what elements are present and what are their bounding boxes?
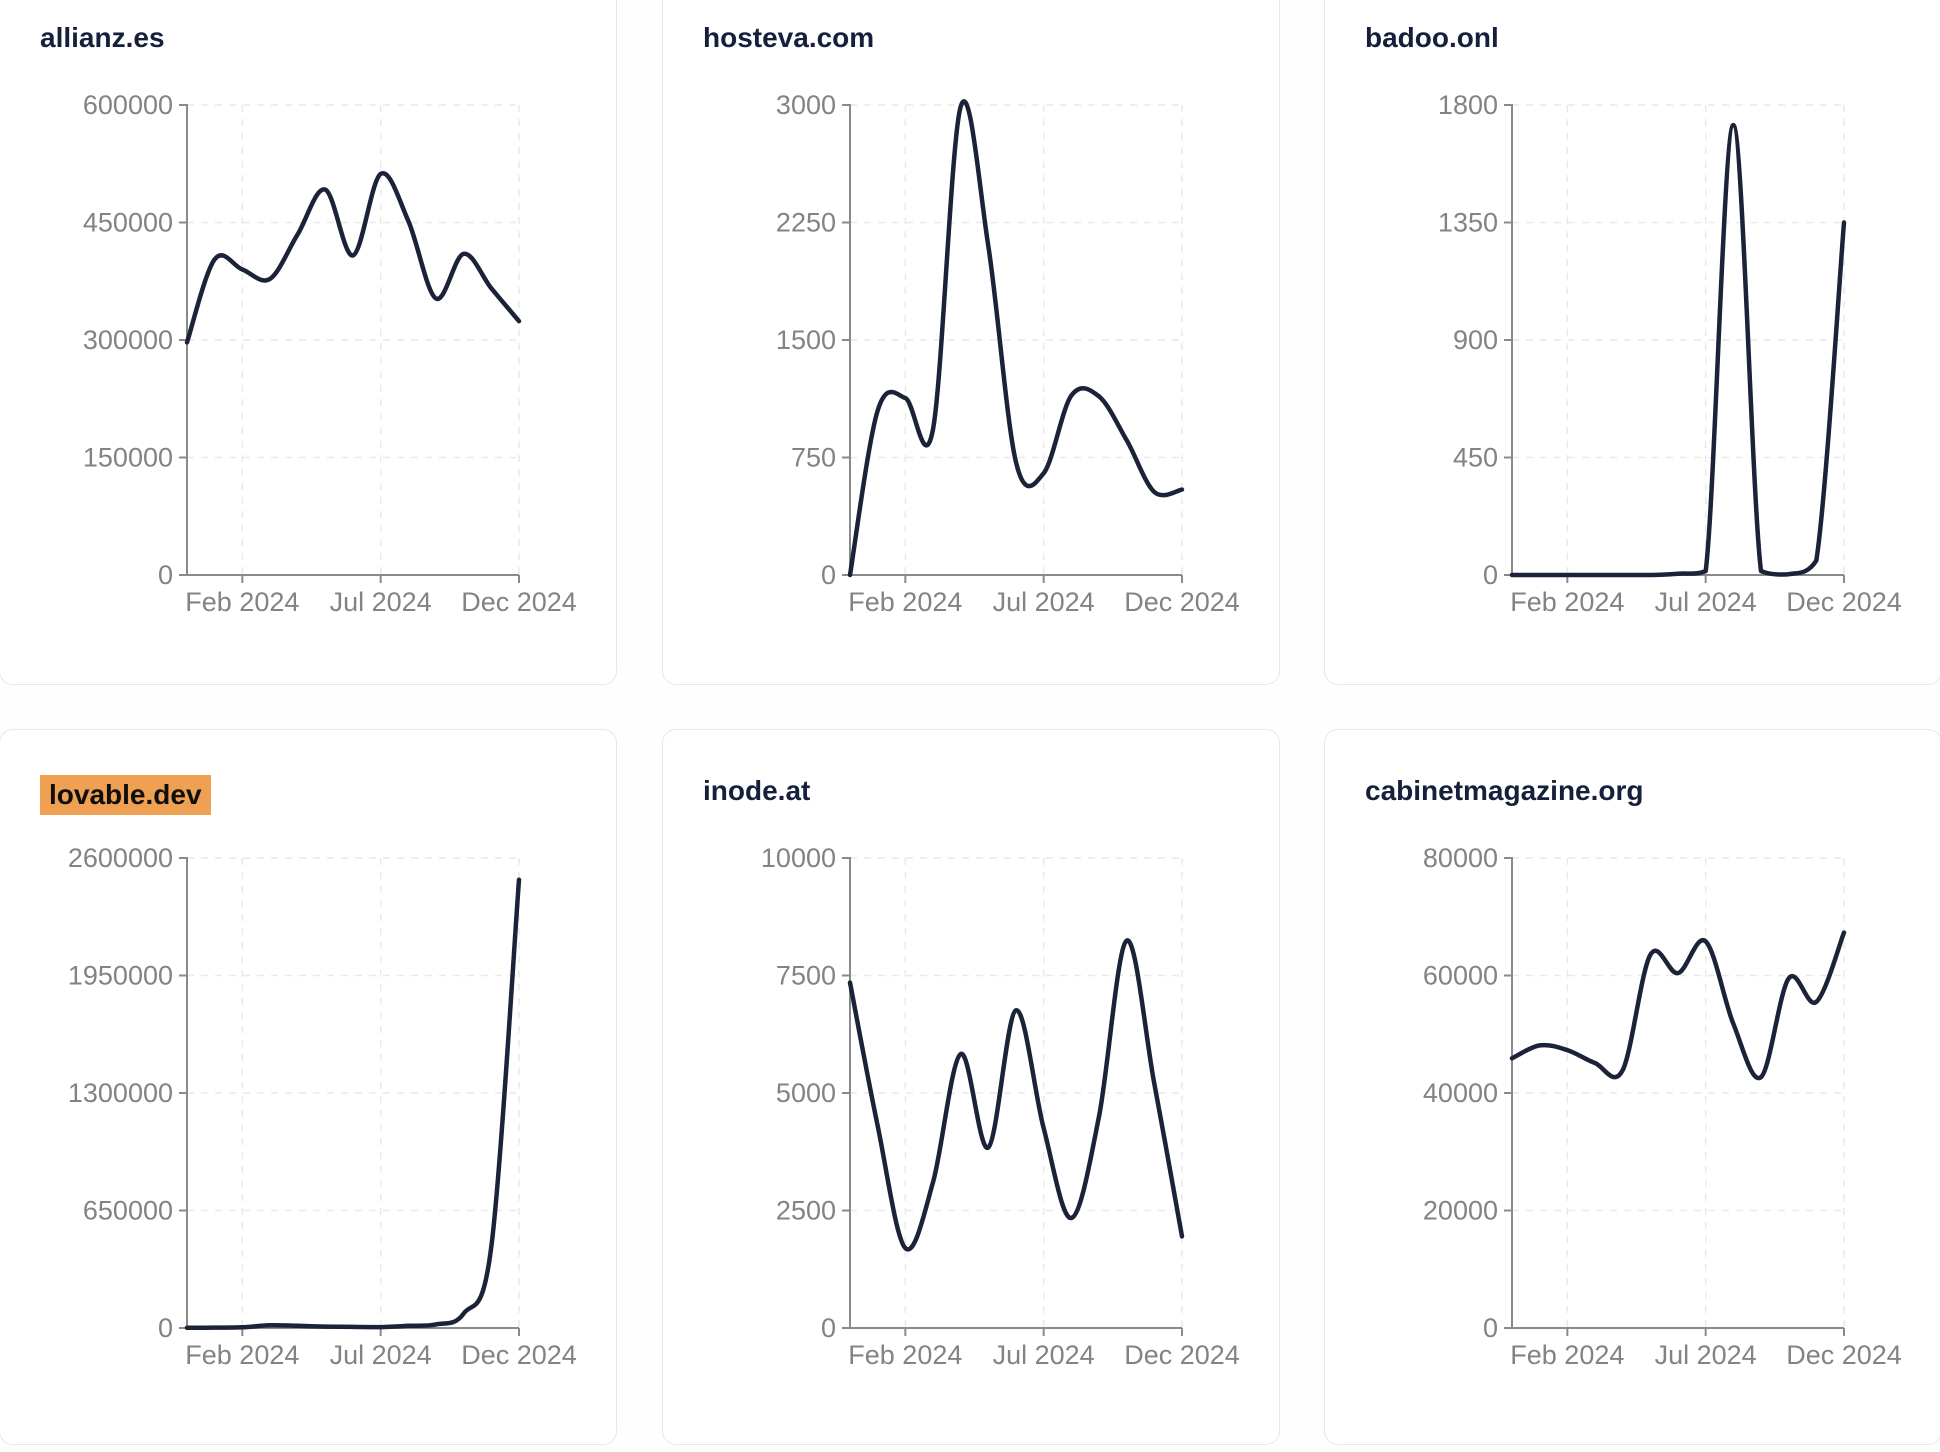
line-chart-canvas[interactable]: 0 2500 5000 7500 10000 Feb 2024 Jul 2024 Dec 20… — [663, 801, 1281, 1401]
svg-text:0: 0 — [821, 1313, 836, 1343]
domain-label: allianz.es — [40, 22, 165, 53]
svg-text:1950000: 1950000 — [68, 961, 173, 991]
svg-text:1500: 1500 — [776, 325, 836, 355]
domain-label: cabinetmagazine.org — [1365, 775, 1644, 806]
svg-text:20000: 20000 — [1423, 1196, 1498, 1226]
svg-text:3000: 3000 — [776, 90, 836, 120]
chart-title: allianz.es — [40, 22, 165, 54]
line-chart-canvas[interactable]: 0 20000 40000 60000 80000 Feb 2024 Jul 2024 Dec… — [1325, 801, 1940, 1401]
line-chart-canvas[interactable]: 0 450 900 1350 1800 Feb 2024 Jul 2024 Dec 2024 — [1325, 48, 1940, 648]
domain-label: hosteva.com — [703, 22, 875, 53]
svg-text:Feb 2024: Feb 2024 — [1510, 1340, 1624, 1370]
svg-text:Feb 2024: Feb 2024 — [185, 587, 299, 617]
svg-text:Jul 2024: Jul 2024 — [993, 1340, 1095, 1370]
chart-title: inode.at — [703, 775, 810, 807]
svg-text:Dec 2024: Dec 2024 — [461, 587, 577, 617]
svg-text:1350: 1350 — [1438, 208, 1498, 238]
svg-text:Jul 2024: Jul 2024 — [993, 587, 1095, 617]
domain-label-highlighted: lovable.dev — [40, 775, 211, 816]
svg-text:0: 0 — [821, 560, 836, 590]
svg-text:Dec 2024: Dec 2024 — [1124, 1340, 1240, 1370]
svg-text:Dec 2024: Dec 2024 — [1786, 1340, 1902, 1370]
svg-text:Feb 2024: Feb 2024 — [848, 1340, 962, 1370]
line-chart-canvas[interactable]: 0 150000 300000 450000 600000 Feb 2024 Jul 202… — [0, 48, 618, 648]
svg-text:Dec 2024: Dec 2024 — [1124, 587, 1240, 617]
svg-text:600000: 600000 — [83, 90, 173, 120]
svg-text:0: 0 — [158, 560, 173, 590]
svg-text:Feb 2024: Feb 2024 — [848, 587, 962, 617]
svg-text:900: 900 — [1453, 325, 1498, 355]
line-chart-canvas[interactable]: 0 750 1500 2250 3000 Feb 2024 Jul 2024 Dec 2024 — [663, 48, 1281, 648]
chart-card-lovable-dev: lovable.dev 0 650000 1300000 1950000 2600000… — [0, 729, 617, 1445]
svg-text:0: 0 — [1483, 560, 1498, 590]
svg-text:450000: 450000 — [83, 208, 173, 238]
svg-text:80000: 80000 — [1423, 843, 1498, 873]
svg-text:2250: 2250 — [776, 208, 836, 238]
svg-text:Feb 2024: Feb 2024 — [185, 1340, 299, 1370]
svg-text:7500: 7500 — [776, 961, 836, 991]
svg-text:40000: 40000 — [1423, 1078, 1498, 1108]
svg-text:Jul 2024: Jul 2024 — [1655, 587, 1757, 617]
svg-text:300000: 300000 — [83, 325, 173, 355]
svg-text:Jul 2024: Jul 2024 — [330, 587, 432, 617]
svg-text:1300000: 1300000 — [68, 1078, 173, 1108]
svg-text:Dec 2024: Dec 2024 — [461, 1340, 577, 1370]
svg-text:Feb 2024: Feb 2024 — [1510, 587, 1624, 617]
svg-text:2500: 2500 — [776, 1196, 836, 1226]
svg-text:0: 0 — [1483, 1313, 1498, 1343]
chart-title: cabinetmagazine.org — [1365, 775, 1644, 807]
svg-text:1800: 1800 — [1438, 90, 1498, 120]
svg-text:2600000: 2600000 — [68, 843, 173, 873]
svg-text:Jul 2024: Jul 2024 — [330, 1340, 432, 1370]
svg-text:650000: 650000 — [83, 1196, 173, 1226]
chart-title: badoo.onl — [1365, 22, 1499, 54]
domain-label: inode.at — [703, 775, 811, 806]
svg-text:Dec 2024: Dec 2024 — [1786, 587, 1902, 617]
line-chart-canvas[interactable]: 0 650000 1300000 1950000 2600000 Feb 2024 Jul … — [0, 801, 618, 1401]
svg-text:Jul 2024: Jul 2024 — [1655, 1340, 1757, 1370]
svg-text:750: 750 — [791, 443, 836, 473]
chart-card-hosteva-com: hosteva.com 0 750 1500 2250 3000 Feb 2024 Jul … — [662, 0, 1280, 685]
svg-text:450: 450 — [1453, 443, 1498, 473]
chart-card-allianz-es: allianz.es 0 150000 300000 450000 600000 Feb … — [0, 0, 617, 685]
domain-label: badoo.onl — [1365, 22, 1499, 53]
chart-title: hosteva.com — [703, 22, 874, 54]
svg-text:10000: 10000 — [761, 843, 836, 873]
chart-title: lovable.dev — [40, 775, 211, 816]
svg-text:0: 0 — [158, 1313, 173, 1343]
svg-text:5000: 5000 — [776, 1078, 836, 1108]
chart-card-inode-at: inode.at 0 2500 5000 7500 10000 Feb 2024 Jul 2… — [662, 729, 1280, 1445]
chart-card-cabinetmagazine-org: cabinetmagazine.org 0 20000 40000 60000 8000… — [1324, 729, 1940, 1445]
svg-text:60000: 60000 — [1423, 961, 1498, 991]
svg-text:150000: 150000 — [83, 443, 173, 473]
chart-card-badoo-onl: badoo.onl 0 450 900 1350 1800 Feb 2024 Jul 202… — [1324, 0, 1940, 685]
